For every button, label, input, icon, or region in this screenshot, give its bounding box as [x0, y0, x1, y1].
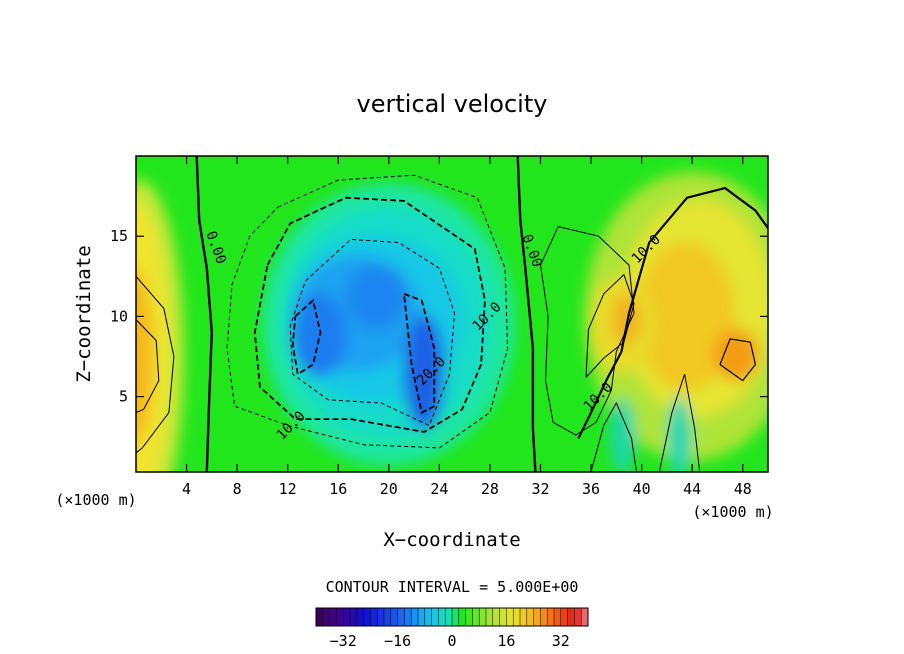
- colorbar-tick-label: −32: [330, 632, 357, 650]
- y-tick-label: 5: [119, 388, 128, 406]
- colorbar-segment: [458, 608, 466, 626]
- x-tick-label: 44: [683, 480, 701, 498]
- colorbar-segment: [343, 608, 351, 626]
- colorbar-segment: [424, 608, 432, 626]
- colorbar-segment: [486, 608, 494, 626]
- contour-neg20-a: [291, 298, 322, 376]
- contour-10-right-bottom: [577, 312, 631, 439]
- colorbar-segment: [506, 608, 514, 626]
- colorbar-segment: [363, 608, 371, 626]
- colorbar-segment: [479, 608, 487, 626]
- contour-neg10: [253, 196, 486, 433]
- x-tick-label: 12: [279, 480, 297, 498]
- colorbar-segment: [384, 608, 392, 626]
- x-tick-label: 36: [582, 480, 600, 498]
- contour-5-left: [136, 275, 175, 454]
- colorbar-segment: [581, 608, 589, 626]
- colorbar: −32 −16 0 16 32: [315, 607, 589, 650]
- colorbar-segment: [445, 608, 453, 626]
- plot-area: 0.00 0.00 10.010.010.020.010.04 8 12 16 20 24 28…: [110, 155, 769, 498]
- x-tick-label: 24: [430, 480, 448, 498]
- colorbar-segment: [560, 608, 568, 626]
- field-blob: [136, 268, 154, 445]
- contour-interval-text: CONTOUR INTERVAL = 5.000E+00: [326, 578, 579, 596]
- colorbar-segment: [472, 608, 480, 626]
- colorbar-segment: [567, 608, 575, 626]
- colorbar-segment: [431, 608, 439, 626]
- contour-15-right: [719, 338, 757, 382]
- contour-zero-right: [516, 156, 537, 472]
- colorbar-segment: [452, 608, 460, 626]
- colorbar-segment: [404, 608, 412, 626]
- colorbar-tick-label: −16: [384, 632, 411, 650]
- colorbar-frame: [315, 607, 589, 627]
- contour-10-small: [585, 273, 635, 378]
- x-tick-label: 20: [380, 480, 398, 498]
- x-unit-label: (×1000 m): [55, 491, 136, 509]
- colorbar-segment: [438, 608, 446, 626]
- colorbar-tick-label: 0: [447, 632, 456, 650]
- x-tick-label: 16: [329, 480, 347, 498]
- chart-title: vertical velocity: [357, 90, 548, 118]
- plot-frame: [135, 155, 769, 473]
- heatmap-field: 0.00 0.00 10.010.010.020.010.0: [136, 156, 768, 472]
- x-tick-label: 28: [481, 480, 499, 498]
- contour-low-2: [658, 374, 701, 472]
- colorbar-segment: [533, 608, 541, 626]
- colorbar-segment: [547, 608, 555, 626]
- colorbar-segment: [322, 608, 330, 626]
- x-tick-label: 48: [734, 480, 752, 498]
- field-blob: [637, 242, 734, 391]
- colorbar-segment: [513, 608, 521, 626]
- colorbar-segment: [492, 608, 500, 626]
- field-blob: [611, 293, 642, 346]
- colorbar-segment: [356, 608, 364, 626]
- field-blob: [610, 398, 636, 472]
- colorbar-segment: [390, 608, 398, 626]
- colorbar-segment: [520, 608, 528, 626]
- contour-neg15: [289, 238, 456, 427]
- x-axis-label: X−coordinate: [383, 529, 520, 551]
- colorbar-segment: [574, 608, 582, 626]
- field-blob: [713, 329, 760, 381]
- colorbar-segment: [329, 608, 337, 626]
- x-tick-label: 8: [233, 480, 242, 498]
- contour-10-left: [136, 319, 160, 414]
- contour-neg5: [226, 174, 509, 449]
- colorbar-tick-label: 16: [497, 632, 515, 650]
- field-blob: [291, 293, 348, 378]
- y-axis-label: Z−coordinate: [73, 245, 95, 382]
- contour-5-mid: [540, 226, 635, 436]
- colorbar-segment: [397, 608, 405, 626]
- colorbar-segment: [336, 608, 344, 626]
- colorbar-segment: [526, 608, 534, 626]
- colorbar-segment: [540, 608, 548, 626]
- contour-zero-left: [195, 156, 214, 472]
- y-tick-label: 15: [110, 227, 128, 245]
- colorbar-segment: [370, 608, 378, 626]
- field-blob: [345, 265, 407, 330]
- y-tick-label: 10: [110, 307, 128, 325]
- colorbar-segment: [411, 608, 419, 626]
- contour-low-1: [590, 401, 637, 472]
- contour-neg20-b: [403, 293, 436, 414]
- colorbar-tick-label: 32: [552, 632, 570, 650]
- y-unit-label: (×1000 m): [692, 503, 773, 521]
- colorbar-segment: [465, 608, 473, 626]
- colorbar-segment: [377, 608, 385, 626]
- contour-10-right-top: [627, 186, 768, 314]
- colorbar-segment: [499, 608, 507, 626]
- colorbar-segment: [554, 608, 562, 626]
- x-tick-label: 40: [633, 480, 651, 498]
- x-tick-label: 4: [182, 480, 191, 498]
- x-tick-label: 32: [531, 480, 549, 498]
- colorbar-segment: [316, 608, 324, 626]
- field-blob: [668, 396, 691, 472]
- colorbar-segment: [418, 608, 426, 626]
- colorbar-segment: [350, 608, 358, 626]
